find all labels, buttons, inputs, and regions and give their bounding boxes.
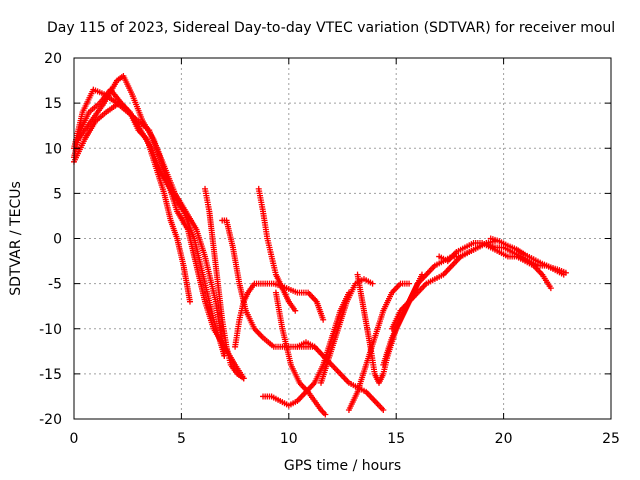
y-tick-label: -10 [39, 322, 62, 338]
data-point [547, 285, 554, 292]
y-tick-label: 20 [44, 51, 62, 67]
series-sat-09 [260, 289, 352, 409]
series-sat-17 [436, 240, 554, 292]
y-tick-label: -15 [39, 367, 62, 383]
series-sat-12 [318, 276, 376, 386]
chart-title: Day 115 of 2023, Sidereal Day-to-day VTE… [47, 20, 615, 36]
series-sat-18 [487, 235, 569, 276]
x-tick-label: 5 [177, 431, 186, 447]
series-sat-08 [255, 185, 299, 314]
series-sat-13 [345, 280, 413, 413]
y-tick-label: 10 [44, 141, 62, 157]
y-tick-label: 5 [53, 186, 62, 202]
series-sat-04 [75, 73, 228, 359]
series-sat-03 [71, 100, 228, 359]
x-tick-label: 0 [70, 431, 79, 447]
data-point [380, 406, 387, 413]
x-axis-title: GPS time / hours [284, 458, 401, 474]
y-tick-label: 0 [53, 232, 62, 248]
data-point [369, 280, 376, 287]
axis-ticks [73, 57, 612, 420]
data-point [292, 307, 299, 314]
x-tick-label: 25 [602, 431, 620, 447]
data-point [562, 269, 569, 276]
data-point [322, 411, 329, 418]
series-sat-05 [202, 185, 247, 382]
y-tick-label: 15 [44, 96, 62, 112]
data-point [406, 280, 413, 287]
series-sat-16 [388, 240, 567, 332]
data-point [320, 316, 327, 323]
data-points [71, 73, 569, 418]
data-point [240, 375, 247, 382]
y-tick-label: -20 [39, 412, 62, 428]
series-sat-10 [272, 289, 329, 418]
x-tick-label: 20 [495, 431, 513, 447]
tick-labels: 0 5 10 15 20 25 -20 -15 -10 -5 0 5 10 15 20 [39, 51, 620, 447]
y-tick-label: -5 [48, 277, 62, 293]
y-axis-title: SDTVAR / TECUs [8, 181, 24, 296]
x-tick-label: 10 [280, 431, 298, 447]
x-tick-label: 15 [387, 431, 405, 447]
data-point [186, 298, 193, 305]
grid-lines [74, 58, 611, 419]
